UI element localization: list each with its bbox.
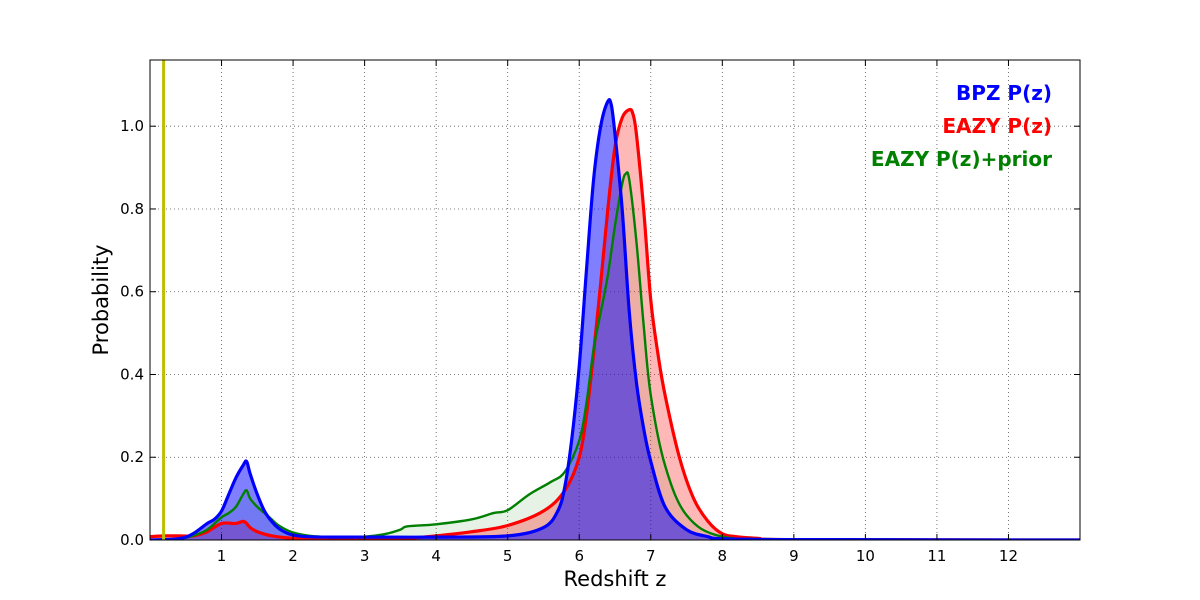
y-tick-label: 0.8 xyxy=(120,200,144,218)
y-tick-label: 0.4 xyxy=(120,365,144,383)
legend-entry-eazy-p-z-prior: EAZY P(z)+prior xyxy=(871,147,1052,171)
x-tick-label: 4 xyxy=(431,547,441,565)
x-axis-title: Redshift z xyxy=(564,567,667,591)
x-tick-label: 12 xyxy=(999,547,1018,565)
plot-frame xyxy=(149,59,1081,541)
x-tick-label: 10 xyxy=(856,547,875,565)
area-fill-bpz-p-z xyxy=(150,99,1080,540)
legend-entry-bpz-p-z: BPZ P(z) xyxy=(956,81,1052,105)
x-tick-label: 7 xyxy=(646,547,656,565)
x-tick-label: 2 xyxy=(288,547,298,565)
y-tick-label: 0.6 xyxy=(120,283,144,301)
x-tick-label: 6 xyxy=(574,547,584,565)
x-tick-label: 5 xyxy=(503,547,513,565)
series-line-bpz-p-z xyxy=(150,98,1080,540)
legend-entry-eazy-p-z: EAZY P(z) xyxy=(942,114,1052,138)
y-axis-title: Probability xyxy=(89,244,113,355)
x-tick-label: 3 xyxy=(360,547,370,565)
y-tick-label: 0.0 xyxy=(120,531,144,549)
y-tick-label: 1.0 xyxy=(120,117,144,135)
x-tick-label: 1 xyxy=(217,547,227,565)
y-tick-label: 0.2 xyxy=(120,448,144,466)
series-line-eazy-p-z-prior xyxy=(150,171,1080,540)
legend: BPZ P(z) EAZY P(z) EAZY P(z)+prior xyxy=(871,81,1052,171)
x-tick-label: 11 xyxy=(927,547,946,565)
area-fills xyxy=(150,99,1080,540)
x-tick-label: 9 xyxy=(789,547,799,565)
series-lines xyxy=(150,98,1080,540)
series-line-eazy-p-z xyxy=(150,107,1080,540)
axis-ticks: 1 2 3 4 5 6 7 8 9 10 11 120.00.20.40.60.81.0 xyxy=(120,60,1080,565)
x-tick-label: 8 xyxy=(718,547,728,565)
